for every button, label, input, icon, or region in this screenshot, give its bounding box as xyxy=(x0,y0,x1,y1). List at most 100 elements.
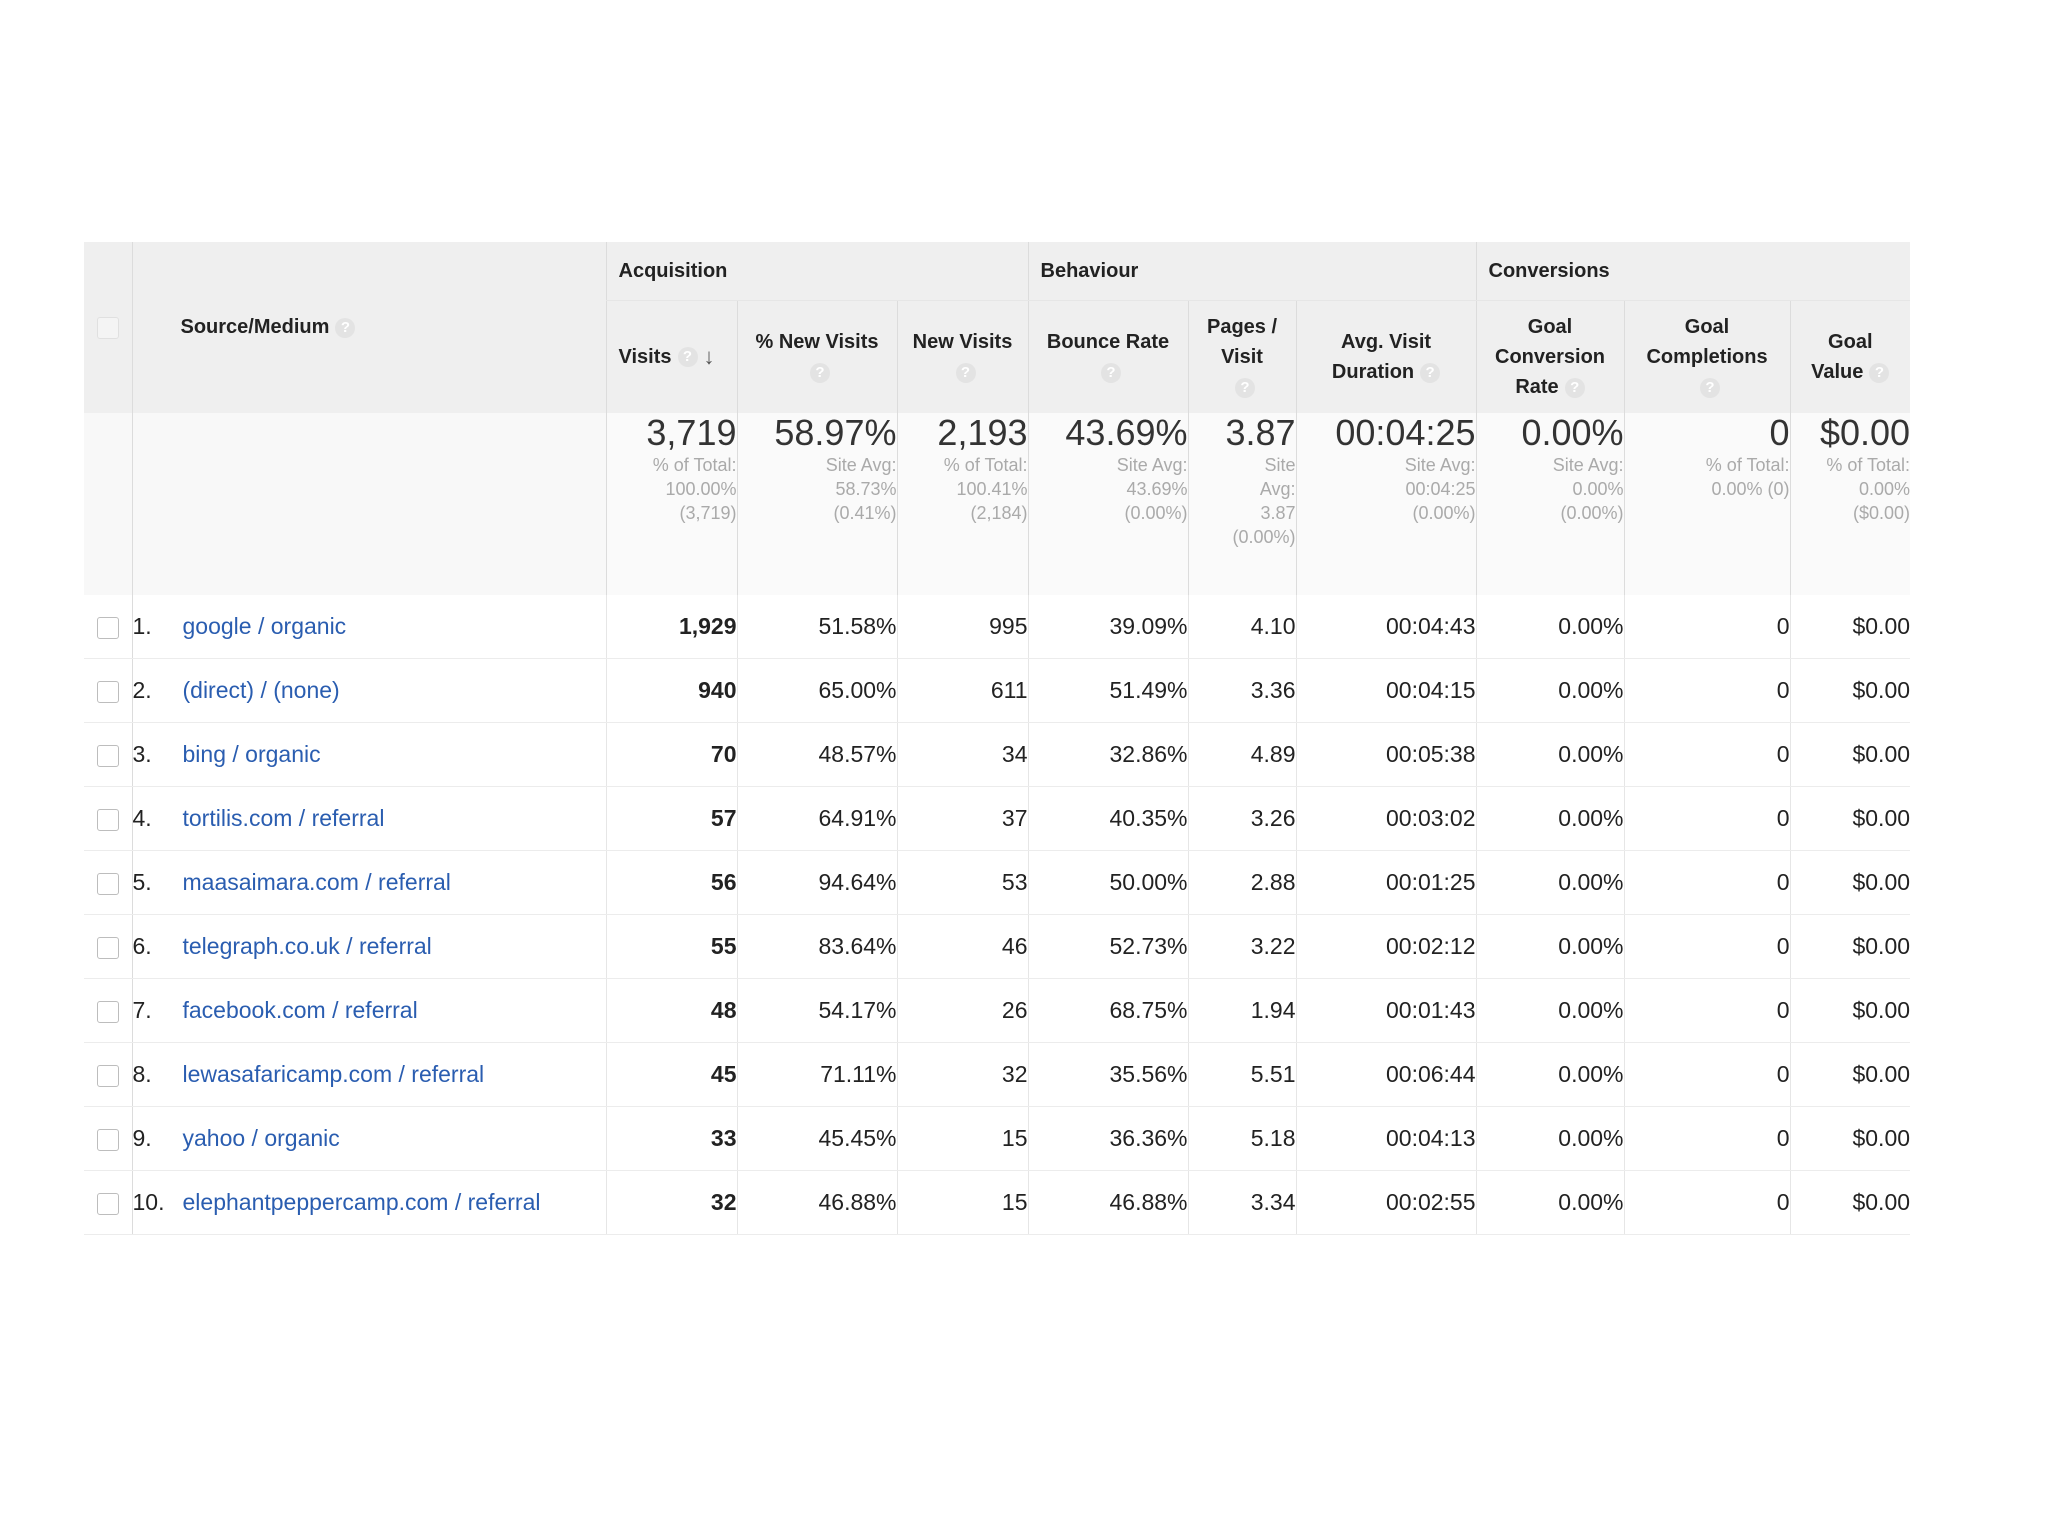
help-icon[interactable]: ? xyxy=(677,347,698,368)
source-medium-link[interactable]: bing / organic xyxy=(182,741,321,767)
avg-duration-cell: 00:04:15 xyxy=(1295,658,1477,723)
col-goal-completions[interactable]: Goal Completions ? xyxy=(1623,300,1791,413)
total-conv-value: 0.00% xyxy=(1521,412,1624,453)
goal-value-cell: $0.00 xyxy=(1789,658,1911,723)
col-pages-visit[interactable]: Pages / Visit ? xyxy=(1187,300,1297,413)
total-new-visits-sub3: (2,184) xyxy=(970,503,1028,523)
source-medium-link[interactable]: (direct) / (none) xyxy=(182,677,340,703)
avg-duration-cell: 00:04:13 xyxy=(1295,1106,1477,1171)
row-checkbox[interactable] xyxy=(96,1128,119,1151)
row-checkbox[interactable] xyxy=(96,1064,119,1087)
row-select-cell xyxy=(84,595,133,659)
row-checkbox[interactable] xyxy=(96,1000,119,1023)
col-goal-value[interactable]: Goal Value? xyxy=(1789,300,1911,413)
total-conv-sub2: 0.00% xyxy=(1572,479,1624,499)
total-bounce-sub1: Site Avg: xyxy=(1116,455,1188,475)
col-goal-comp-label-2: Completions xyxy=(1646,346,1768,368)
col-goal-conversion-rate[interactable]: Goal Conversion Rate? xyxy=(1475,300,1625,413)
goal-conversion-rate-cell: 0.00% xyxy=(1475,658,1625,723)
help-icon[interactable]: ? xyxy=(1700,377,1721,398)
table-row: 6. telegraph.co.uk / referral 55 83.64% 46 52… xyxy=(84,914,1911,979)
total-new-visits-value: 2,193 xyxy=(937,412,1028,453)
row-rank: 8. xyxy=(132,1061,152,1087)
col-new-visits[interactable]: New Visits ? xyxy=(896,300,1029,413)
group-acquisition: Acquisition xyxy=(605,242,1029,301)
avg-duration-cell: 00:05:38 xyxy=(1295,722,1477,787)
source-medium-cell: 7. facebook.com / referral xyxy=(132,978,606,1043)
pct-new-visits-cell: 48.57% xyxy=(736,722,897,787)
total-pages-sub4: (0.00%) xyxy=(1232,527,1296,547)
source-medium-link[interactable]: maasaimara.com / referral xyxy=(182,869,451,895)
source-medium-link[interactable]: tortilis.com / referral xyxy=(182,805,385,831)
col-avg-duration-label-1: Avg. Visit xyxy=(1341,331,1432,353)
help-icon[interactable]: ? xyxy=(335,317,356,338)
row-checkbox[interactable] xyxy=(96,744,119,767)
row-checkbox[interactable] xyxy=(96,616,119,639)
help-icon[interactable]: ? xyxy=(1420,362,1441,383)
data-rows: 1. google / organic 1,929 51.58% 995 39.09% 4.… xyxy=(84,595,1911,1235)
row-select-cell xyxy=(84,786,133,851)
col-goal-conv-label-3: Rate xyxy=(1515,376,1559,398)
goal-conversion-rate-cell: 0.00% xyxy=(1475,1170,1625,1235)
pct-new-visits-cell: 64.91% xyxy=(736,786,897,851)
col-visits-label: Visits xyxy=(618,345,672,368)
sort-descending-icon[interactable]: ↓ xyxy=(703,344,715,370)
col-pct-new-visits[interactable]: % New Visits ? xyxy=(736,300,897,413)
row-checkbox[interactable] xyxy=(96,680,119,703)
total-conv-sub3: (0.00%) xyxy=(1560,503,1624,523)
source-medium-link[interactable]: yahoo / organic xyxy=(182,1125,340,1151)
total-pages-sub2: Avg: xyxy=(1259,479,1296,499)
col-bounce-rate[interactable]: Bounce Rate ? xyxy=(1027,300,1189,413)
help-icon[interactable]: ? xyxy=(810,362,830,383)
source-medium-link[interactable]: telegraph.co.uk / referral xyxy=(182,933,432,959)
col-avg-visit-duration[interactable]: Avg. Visit Duration? xyxy=(1295,300,1477,413)
total-duration-sub2: 00:04:25 xyxy=(1405,479,1476,499)
goal-conversion-rate-cell: 0.00% xyxy=(1475,978,1625,1043)
pages-visit-cell: 2.88 xyxy=(1187,850,1297,915)
row-checkbox[interactable] xyxy=(96,872,119,895)
pages-visit-cell: 3.22 xyxy=(1187,914,1297,979)
row-select-cell xyxy=(84,1042,133,1107)
totals-empty-cell xyxy=(84,413,133,595)
row-rank: 5. xyxy=(132,869,152,895)
help-icon[interactable]: ? xyxy=(1564,377,1585,398)
total-new-visits-sub2: 100.41% xyxy=(956,479,1028,499)
total-bounce-value: 43.69% xyxy=(1065,412,1188,453)
goal-conversion-rate-cell: 0.00% xyxy=(1475,914,1625,979)
help-icon[interactable]: ? xyxy=(1235,377,1256,398)
goal-completions-cell: 0 xyxy=(1623,850,1791,915)
col-visits[interactable]: Visits? ↓ xyxy=(605,300,737,413)
table-row: 10. elephantpeppercamp.com / referral 32 46… xyxy=(84,1170,1911,1235)
pages-visit-cell: 5.18 xyxy=(1187,1106,1297,1171)
pct-new-visits-cell: 51.58% xyxy=(736,595,897,659)
total-new-visits: 2,193 % of Total: 100.41% (2,184) xyxy=(896,412,1029,595)
select-all-cell xyxy=(84,242,133,413)
source-medium-link[interactable]: google / organic xyxy=(182,613,347,639)
select-all-checkbox[interactable] xyxy=(96,316,119,339)
goal-conversion-rate-cell: 0.00% xyxy=(1475,786,1625,851)
total-visits-value: 3,719 xyxy=(646,412,737,453)
help-icon[interactable]: ? xyxy=(1101,362,1122,383)
help-icon[interactable]: ? xyxy=(955,362,976,383)
source-medium-link[interactable]: lewasafaricamp.com / referral xyxy=(182,1061,485,1087)
row-checkbox[interactable] xyxy=(96,1192,119,1215)
row-rank: 2. xyxy=(132,677,152,703)
total-pages-sub1: Site xyxy=(1264,455,1296,475)
pct-new-visits-cell: 65.00% xyxy=(736,658,897,723)
goal-completions-cell: 0 xyxy=(1623,914,1791,979)
row-checkbox[interactable] xyxy=(96,808,119,831)
goal-value-cell: $0.00 xyxy=(1789,914,1911,979)
row-checkbox[interactable] xyxy=(96,936,119,959)
source-medium-link[interactable]: elephantpeppercamp.com / referral xyxy=(182,1189,541,1215)
source-medium-link[interactable]: facebook.com / referral xyxy=(182,997,418,1023)
total-goal-value-value: $0.00 xyxy=(1819,412,1911,453)
pct-new-visits-cell: 54.17% xyxy=(736,978,897,1043)
total-visits-sub2: 100.00% xyxy=(665,479,737,499)
source-medium-header[interactable]: Source/Medium? xyxy=(132,242,606,413)
help-icon[interactable]: ? xyxy=(1869,362,1890,383)
table-row: 4. tortilis.com / referral 57 64.91% 37 40.35… xyxy=(84,786,1911,851)
total-comp-sub2: 0.00% (0) xyxy=(1711,479,1790,499)
total-visits-sub3: (3,719) xyxy=(679,503,737,523)
table-row: 8. lewasafaricamp.com / referral 45 71.11% 3… xyxy=(84,1042,1911,1107)
avg-duration-cell: 00:04:43 xyxy=(1295,595,1477,659)
